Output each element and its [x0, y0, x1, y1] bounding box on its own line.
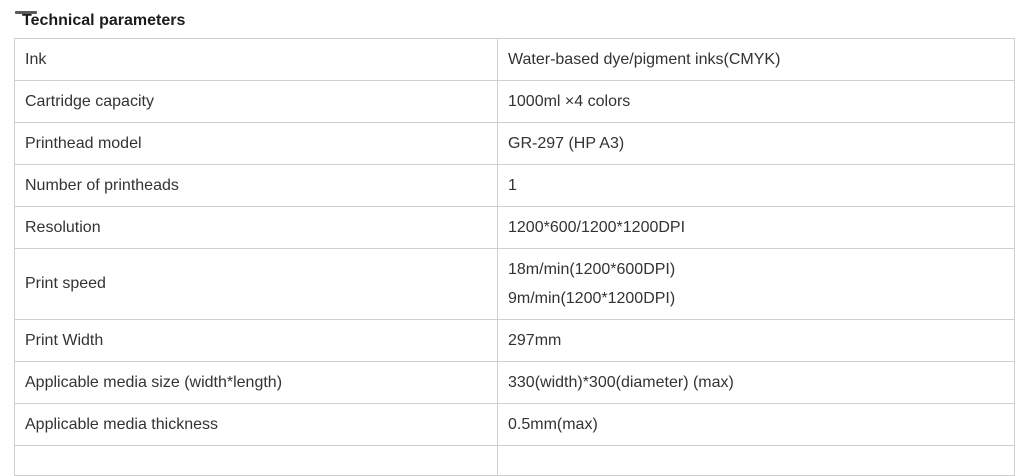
- technical-parameters-table: Ink Water-based dye/pigment inks(CMYK) Car…: [14, 38, 1015, 476]
- param-value-cell: 0.5mm(max): [497, 403, 1015, 446]
- table-row: Resolution 1200*600/1200*1200DPI: [14, 206, 1015, 249]
- table-row: Number of printheads 1: [14, 164, 1015, 207]
- value-line: 330(width)*300(diameter) (max): [508, 374, 734, 391]
- param-name-cell: Number of printheads: [14, 164, 498, 207]
- param-name-cell: Resolution: [14, 206, 498, 249]
- param-name-cell: Applicable media thickness: [14, 403, 498, 446]
- section-title: Technical parameters: [22, 12, 186, 29]
- value-line: 9m/min(1200*1200DPI): [508, 290, 676, 307]
- table-row: Applicable media thickness 0.5mm(max): [14, 403, 1015, 446]
- param-name-cell: Print speed: [14, 248, 498, 320]
- param-value-cell: 330(width)*300(diameter) (max): [497, 361, 1015, 404]
- value-line: 18m/min(1200*600DPI): [508, 261, 676, 278]
- param-value-cell: GR-297 (HP A3): [497, 122, 1015, 165]
- value-line: Water-based dye/pigment inks(CMYK): [508, 51, 781, 68]
- param-name-cell: [14, 445, 498, 476]
- param-name-cell: Printhead model: [14, 122, 498, 165]
- param-value-cell: 18m/min(1200*600DPI) 9m/min(1200*1200DPI): [497, 248, 1015, 320]
- table-row: Printhead model GR-297 (HP A3): [14, 122, 1015, 165]
- value-line: 1000ml ×4 colors: [508, 93, 631, 110]
- technical-parameters-section: Technical parameters Ink Water-based dye/…: [0, 11, 1024, 476]
- table-row: Ink Water-based dye/pigment inks(CMYK): [14, 38, 1015, 81]
- value-line: 1: [508, 177, 517, 194]
- value-line: 1200*600/1200*1200DPI: [508, 219, 686, 236]
- clipped-content-fragment: [15, 11, 37, 14]
- table-row: Cartridge capacity 1000ml ×4 colors: [14, 80, 1015, 123]
- param-value-cell: 1200*600/1200*1200DPI: [497, 206, 1015, 249]
- value-line: GR-297 (HP A3): [508, 135, 625, 152]
- param-value-cell: 297mm: [497, 319, 1015, 362]
- table-row: Print speed 18m/min(1200*600DPI) 9m/min(12…: [14, 248, 1015, 320]
- value-line: 297mm: [508, 332, 562, 349]
- param-value-cell: 1: [497, 164, 1015, 207]
- table-body: Ink Water-based dye/pigment inks(CMYK) Car…: [14, 38, 1015, 476]
- param-value-cell: 1000ml ×4 colors: [497, 80, 1015, 123]
- table-row: Print Width 297mm: [14, 319, 1015, 362]
- table-row: Applicable media size (width*length) 330(…: [14, 361, 1015, 404]
- param-name-cell: Print Width: [14, 319, 498, 362]
- param-name-cell: Applicable media size (width*length): [14, 361, 498, 404]
- param-name-cell: Cartridge capacity: [14, 80, 498, 123]
- param-value-cell: Water-based dye/pigment inks(CMYK): [497, 38, 1015, 81]
- table-row-partial: [14, 445, 1015, 476]
- param-value-cell: [497, 445, 1015, 476]
- param-name-cell: Ink: [14, 38, 498, 81]
- value-line: 0.5mm(max): [508, 416, 598, 433]
